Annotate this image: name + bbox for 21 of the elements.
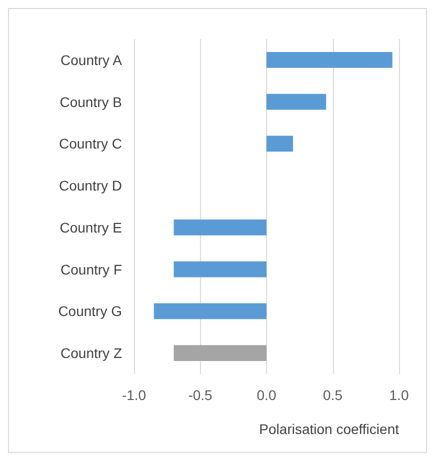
y-tick-label: Country B xyxy=(60,94,122,110)
y-tick-label: Country A xyxy=(60,52,123,68)
x-tick-label: -1.0 xyxy=(122,387,146,403)
y-tick-label: Country F xyxy=(60,261,122,278)
y-tick-label: Country E xyxy=(60,219,122,236)
bar xyxy=(266,94,326,110)
bar xyxy=(154,303,266,320)
y-tick-label: Country Z xyxy=(60,345,122,362)
x-axis-title: Polarisation coefficient xyxy=(259,421,400,437)
x-tick-label: 1.0 xyxy=(389,387,409,403)
y-tick-label: Country C xyxy=(58,136,122,152)
bar xyxy=(174,345,266,362)
x-tick-label: 0.0 xyxy=(256,387,276,403)
bar xyxy=(174,261,266,278)
bar xyxy=(266,52,392,68)
x-tick-label: 0.5 xyxy=(323,387,343,403)
y-tick-label: Country G xyxy=(58,303,122,320)
y-tick-label: Country D xyxy=(58,178,122,194)
x-tick-label: -0.5 xyxy=(188,387,213,403)
bar xyxy=(266,136,293,152)
bar xyxy=(174,219,266,236)
